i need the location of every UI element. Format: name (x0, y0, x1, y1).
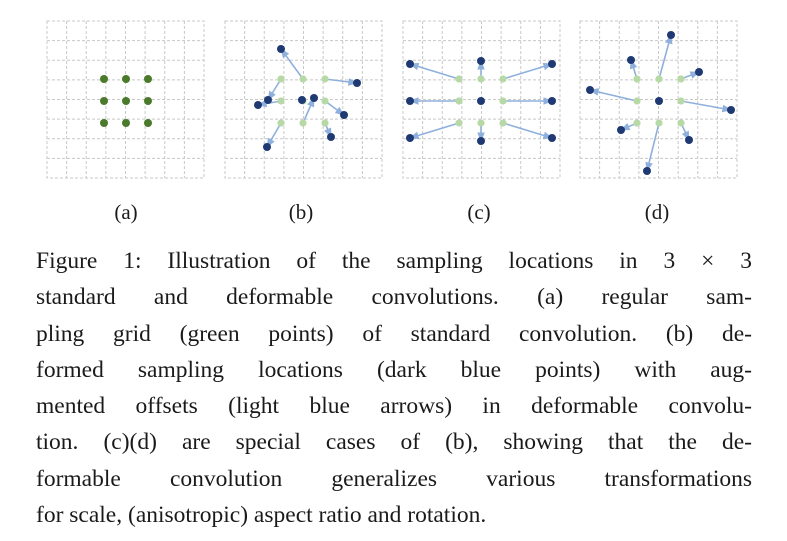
regular-sample-point (100, 75, 108, 83)
sampling-point (299, 75, 307, 83)
sampling-point (499, 97, 507, 105)
deformed-point (277, 45, 285, 53)
sampling-point (321, 119, 329, 127)
deformed-point (548, 134, 556, 142)
sampling-point (677, 97, 685, 105)
sampling-point (677, 75, 685, 83)
caption-line: standard and deformable convolutions. (a… (36, 284, 752, 311)
deformed-point (695, 68, 703, 76)
deformed-point (477, 57, 485, 65)
deformed-point (477, 97, 485, 105)
deformed-point (685, 136, 693, 144)
deformed-point (254, 101, 262, 109)
regular-sample-point (144, 119, 152, 127)
deformed-point (263, 143, 271, 151)
caption-line: formable convolution generalizes various… (36, 465, 752, 492)
regular-sample-point (100, 119, 108, 127)
deformed-point (406, 60, 414, 68)
sampling-point (277, 119, 285, 127)
deformed-point (406, 97, 414, 105)
sampling-point (499, 75, 507, 83)
offset-arrow (409, 122, 460, 140)
offset-arrow (324, 78, 358, 86)
figure-caption: Figure 1: Illustration of the sampling l… (36, 243, 752, 533)
caption-line: tion. (c)(d) are special cases of (b), s… (36, 429, 752, 456)
sampling-point (655, 119, 663, 127)
deformed-point (310, 94, 318, 102)
panel-label-b: (b) (288, 200, 314, 224)
regular-sample-point (122, 75, 130, 83)
figure: (a) (b) (c) (d) (0, 0, 787, 235)
sampling-point (477, 119, 485, 127)
offset-arrow (589, 88, 638, 102)
deformed-point (548, 97, 556, 105)
sampling-point (277, 97, 285, 105)
sampling-point (477, 75, 485, 83)
sampling-point (633, 97, 641, 105)
offset-arrow (658, 34, 673, 80)
deformed-point (643, 167, 651, 175)
figure-canvas (46, 20, 738, 179)
deformed-point (627, 56, 635, 64)
regular-sample-point (122, 97, 130, 105)
regular-sample-point (122, 119, 130, 127)
regular-sample-point (100, 97, 108, 105)
panel-label-a: (a) (114, 200, 138, 224)
sampling-point (633, 119, 641, 127)
offset-arrow (409, 62, 460, 80)
deformed-point (298, 96, 306, 104)
deformed-point (667, 31, 675, 39)
deformed-point (340, 111, 348, 119)
sampling-point (299, 119, 307, 127)
offset-arrow (302, 97, 315, 124)
offset-arrow (502, 122, 553, 140)
deformed-point (586, 86, 594, 94)
deformed-point (548, 60, 556, 68)
deformed-point (477, 137, 485, 145)
sampling-point (455, 75, 463, 83)
deformed-point (327, 133, 335, 141)
regular-sample-point (144, 75, 152, 83)
caption-line: Figure 1: Illustration of the sampling l… (36, 248, 752, 274)
offset-arrow (280, 48, 304, 80)
caption-line: mented offsets (light blue arrows) in de… (36, 393, 752, 420)
deformed-point (353, 79, 361, 87)
sampling-point (455, 97, 463, 105)
sampling-point (455, 119, 463, 127)
caption-line: pling grid (green points) of standard co… (36, 320, 752, 347)
sampling-point (321, 75, 329, 83)
deformed-point (264, 96, 272, 104)
offset-arrow (267, 78, 282, 101)
sampling-point (655, 75, 663, 83)
offset-arrow (680, 100, 732, 113)
sampling-point (321, 97, 329, 105)
sampling-point (277, 75, 285, 83)
panel-label-c: (c) (467, 200, 491, 224)
deformed-point (727, 106, 735, 114)
deformed-point (406, 134, 414, 142)
sampling-point (633, 75, 641, 83)
deformed-point (655, 97, 663, 105)
offset-arrow (645, 122, 660, 172)
caption-line: formed sampling locations (dark blue poi… (36, 356, 752, 383)
offset-arrow (502, 62, 553, 80)
offset-arrow (266, 122, 282, 148)
panel-label-d: (d) (644, 200, 670, 224)
caption-line: for scale, (anisotropic) aspect ratio an… (36, 502, 487, 529)
sampling-point (499, 119, 507, 127)
deformed-point (617, 126, 625, 134)
sampling-point (677, 119, 685, 127)
regular-sample-point (144, 97, 152, 105)
